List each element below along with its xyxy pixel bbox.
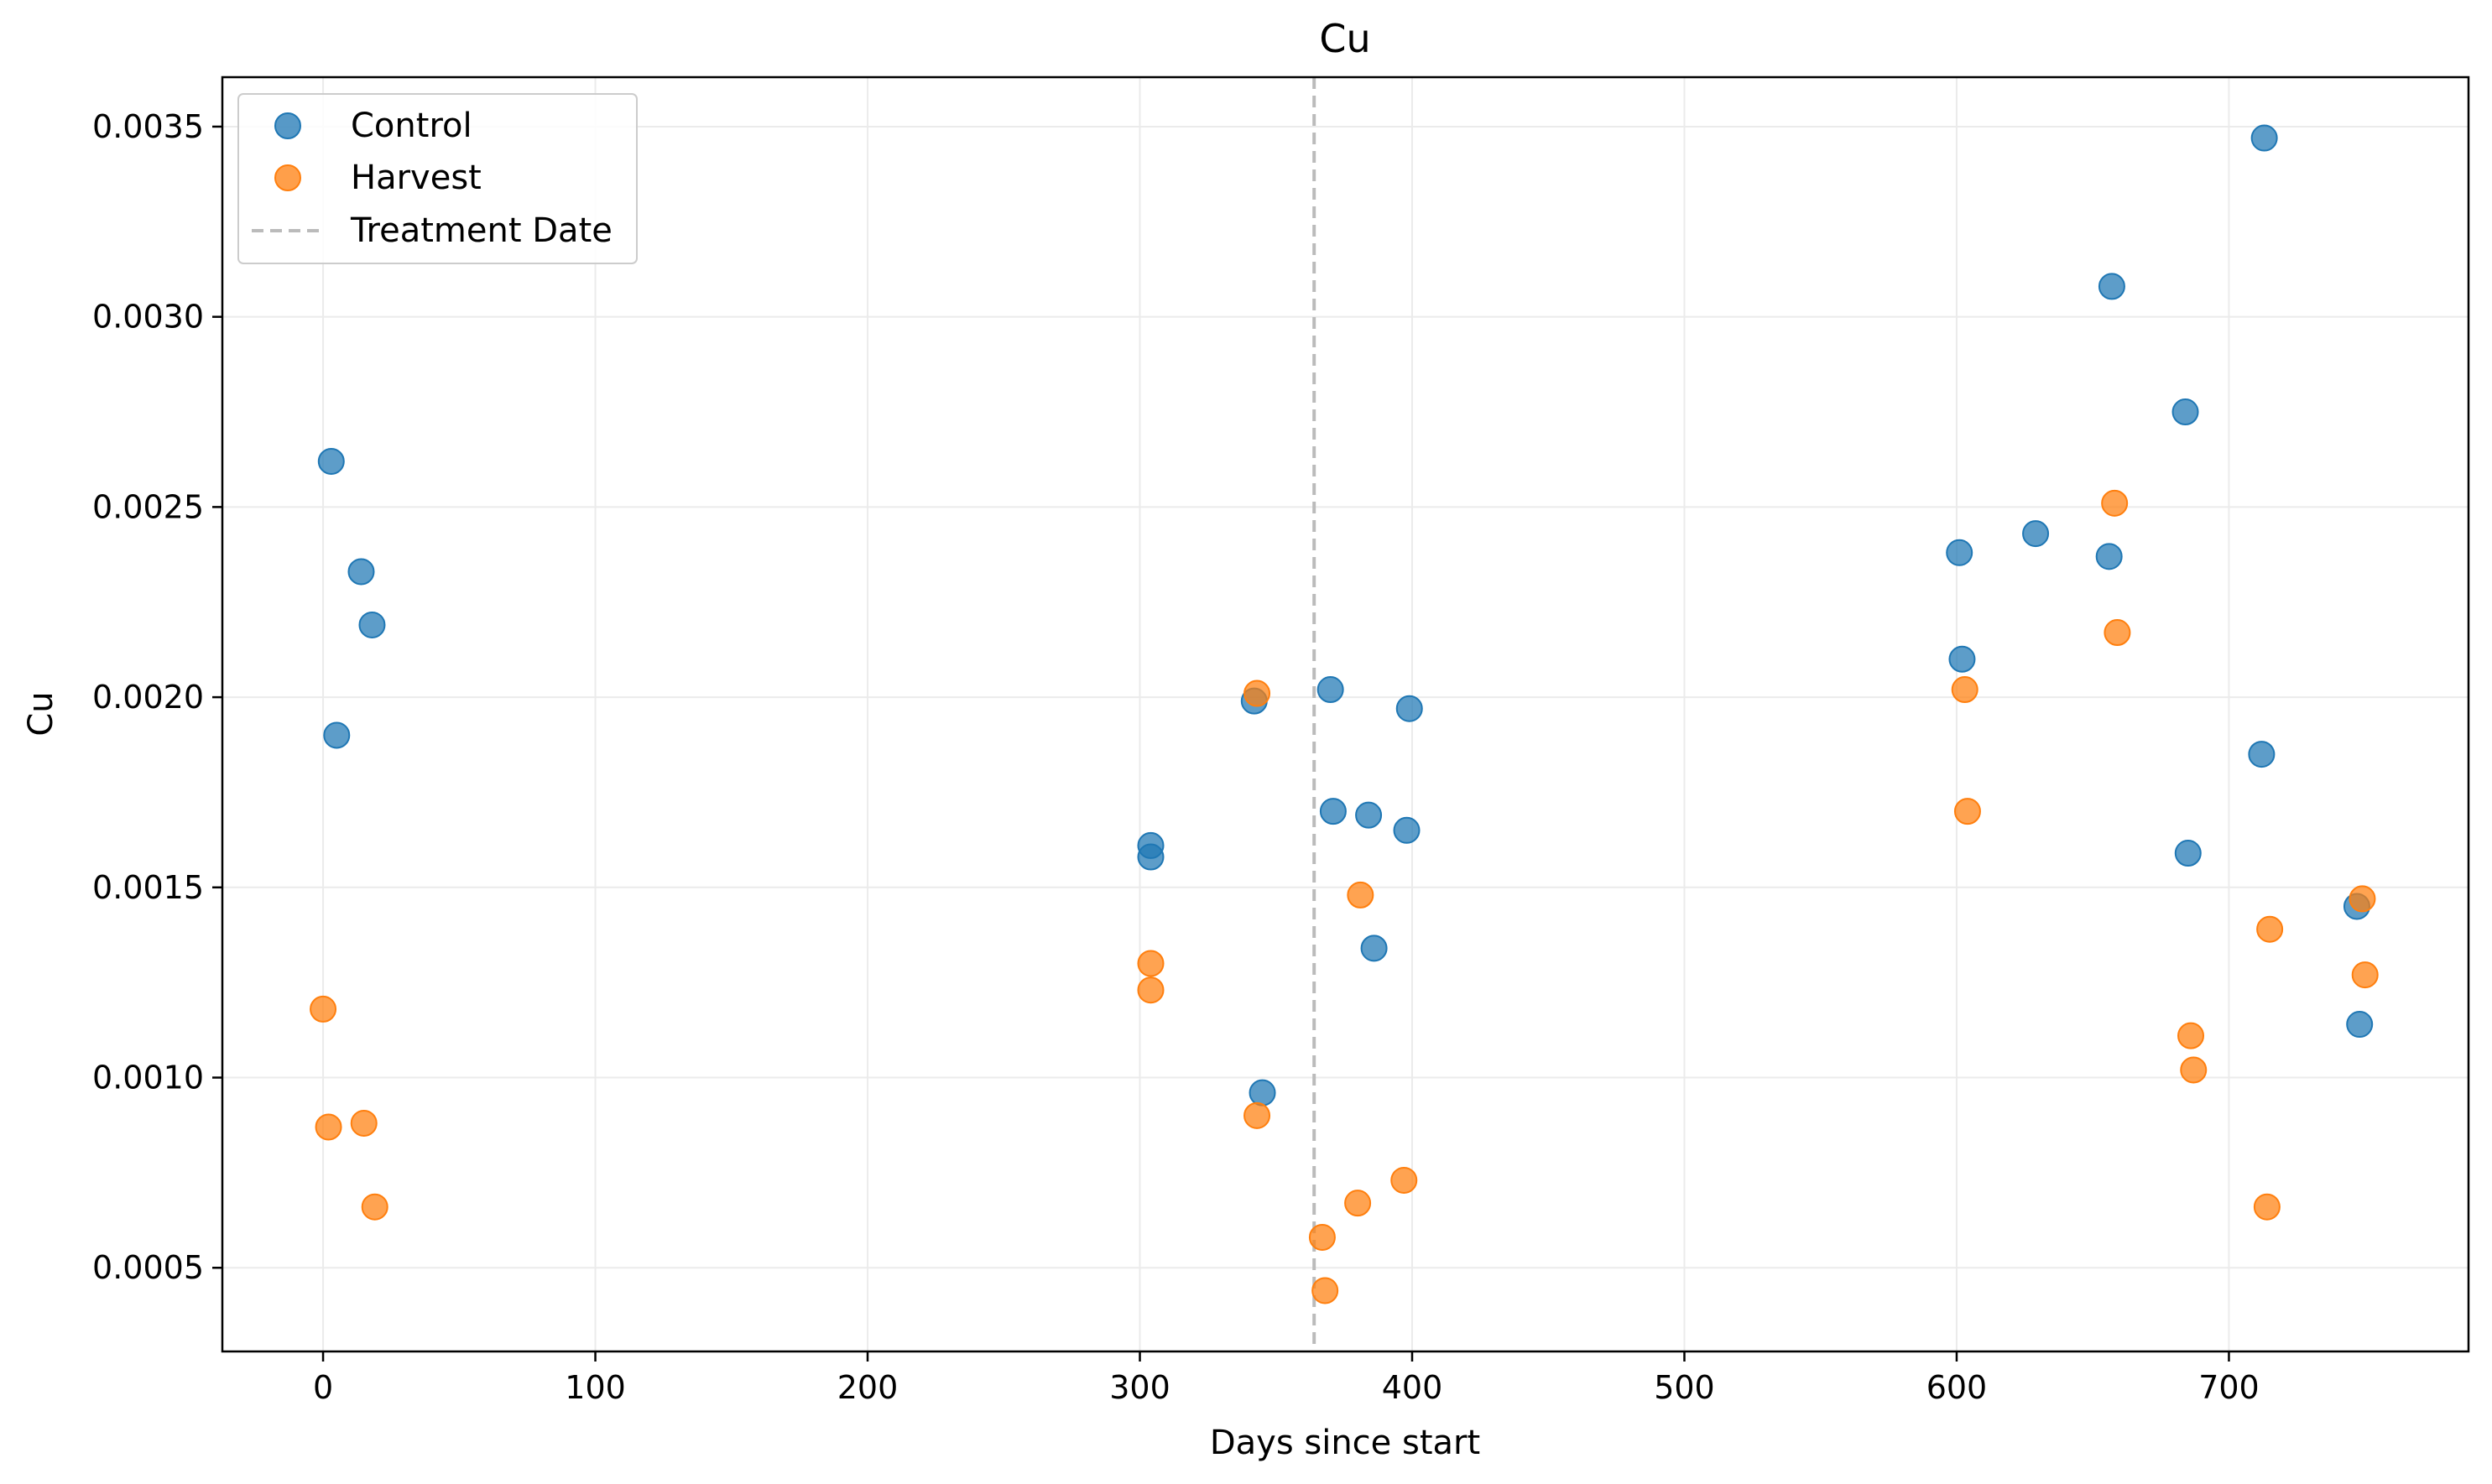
grid-lines (222, 77, 2469, 1351)
harvest-point (2256, 915, 2284, 943)
control-point (2346, 1011, 2374, 1039)
harvest-point (2351, 961, 2379, 989)
harvest-point (1390, 1166, 1418, 1194)
x-axis-label: Days since start (1210, 1424, 1480, 1462)
x-tick-label: 0 (313, 1369, 333, 1406)
x-tick-label: 300 (1109, 1369, 1170, 1406)
legend-label-control: Control (351, 107, 472, 145)
harvest-point (2180, 1056, 2208, 1084)
harvest-point (1137, 976, 1165, 1004)
x-tick-label: 100 (565, 1369, 626, 1406)
harvest-point (361, 1193, 388, 1221)
legend-label-harvest: Harvest (351, 159, 482, 197)
control-point (2248, 741, 2276, 768)
control-point (2098, 273, 2125, 300)
harvest-point (1347, 881, 1374, 909)
y-axis-ticks: 0.0005 0.0010 0.0015 0.0020 0.0025 0.0030 0.00… (92, 108, 222, 1286)
harvest-point (1308, 1223, 1336, 1251)
y-tick-label: 0.0010 (92, 1060, 204, 1096)
legend-marker-control (274, 112, 301, 139)
control-point (347, 558, 375, 586)
x-axis-ticks: 0 100 200 300 400 500 600 700 (313, 1351, 2260, 1406)
harvest-point (2253, 1193, 2281, 1221)
harvest-point (315, 1113, 342, 1141)
harvest-point (2104, 619, 2131, 647)
control-point (1319, 798, 1347, 825)
harvest-point (2349, 885, 2376, 913)
harvest-point (1311, 1277, 1339, 1304)
y-tick-label: 0.0035 (92, 108, 204, 145)
harvest-point (2177, 1022, 2205, 1049)
control-point (2174, 840, 2202, 867)
control-point (1948, 645, 1976, 673)
control-point (317, 447, 345, 475)
x-tick-label: 200 (837, 1369, 899, 1406)
control-point (1316, 676, 1344, 704)
x-tick-label: 600 (1926, 1369, 1988, 1406)
control-point (1395, 695, 1423, 722)
y-axis-label: Cu (22, 691, 60, 736)
control-point (1393, 816, 1421, 844)
harvest-point (2101, 489, 2129, 517)
control-point (358, 611, 386, 638)
y-tick-label: 0.0030 (92, 299, 204, 336)
harvest-point (1137, 950, 1165, 977)
data-points (310, 124, 2379, 1304)
control-point (1137, 843, 1165, 871)
legend-label-treatment: Treatment Date (350, 211, 613, 250)
control-point (2095, 543, 2123, 570)
harvest-point (1951, 676, 1978, 704)
harvest-point (350, 1109, 378, 1137)
x-tick-label: 700 (2198, 1369, 2260, 1406)
legend-box (237, 93, 638, 264)
control-point (1249, 1079, 1276, 1106)
control-point (323, 721, 351, 749)
control-point (1355, 801, 1383, 829)
y-tick-label: 0.0015 (92, 869, 204, 906)
legend-marker-harvest (274, 164, 301, 191)
harvest-point (310, 995, 337, 1023)
x-tick-label: 500 (1654, 1369, 1715, 1406)
x-tick-label: 400 (1382, 1369, 1443, 1406)
y-tick-label: 0.0005 (92, 1249, 204, 1286)
control-point (2250, 124, 2278, 152)
y-tick-label: 0.0025 (92, 488, 204, 525)
control-point (1946, 539, 1973, 566)
harvest-point (1243, 1101, 1271, 1129)
control-point (2171, 398, 2199, 426)
legend: Control Harvest Treatment Date (237, 93, 638, 264)
harvest-point (1344, 1190, 1372, 1217)
chart-title: Cu (1319, 16, 1370, 61)
control-point (1360, 935, 1388, 962)
harvest-point (1243, 680, 1271, 707)
plot-frame (221, 76, 2470, 1353)
y-tick-label: 0.0020 (92, 679, 204, 716)
harvest-point (1953, 798, 1981, 825)
control-point (2022, 520, 2050, 548)
